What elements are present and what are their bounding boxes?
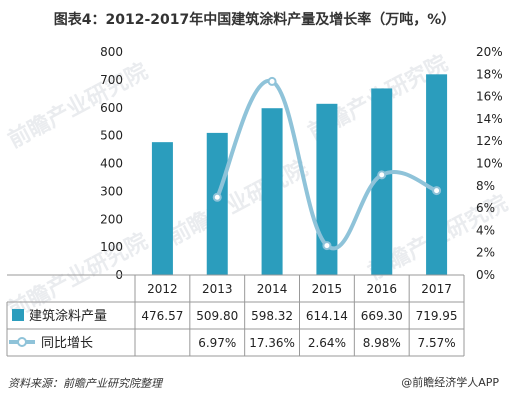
bar-value-label: 476.57 [141,309,183,323]
growth-value-label: 8.98% [363,336,401,350]
chart-title: 图表4：2012-2017年中国建筑涂料产量及增长率（万吨，%） [53,12,456,28]
bar-2012 [151,142,173,275]
y-right-tick-label: 4% [476,223,495,237]
legend-line-label: 同比增长 [41,336,93,351]
y-right-tick-label: 12% [476,134,503,148]
legend-bar-label: 建筑涂料产量 [29,308,107,324]
growth-point-2013 [212,192,222,202]
y-right-tick-label: 0% [476,268,495,282]
y-left-tick-label: 700 [100,73,123,87]
growth-value-label: 2.64% [308,336,346,350]
growth-point-2014 [267,76,277,86]
x-tick-label: 2016 [366,282,397,296]
y-right-tick-label: 20% [476,45,503,59]
y-left-tick-label: 200 [100,212,123,226]
bar-2015 [316,103,338,275]
growth-point-2017 [432,186,442,196]
credit-note: @前瞻经济学人APP [401,376,499,389]
y-right-tick-label: 6% [476,201,495,215]
x-tick-label: 2017 [421,282,452,296]
y-right-tick-label: 14% [476,112,503,126]
y-left-tick-label: 400 [100,157,123,171]
growth-point-2015 [322,241,332,251]
x-tick-label: 2013 [202,282,233,296]
x-tick-label: 2015 [312,282,343,296]
y-left-tick-label: 800 [100,45,123,59]
y-right-tick-label: 18% [476,67,503,81]
bar-value-label: 669.30 [361,309,403,323]
bar-value-label: 598.32 [251,309,293,323]
bar-value-label: 509.80 [196,309,238,323]
y-right-tick-label: 16% [476,90,503,104]
bar-value-label: 614.14 [306,309,348,323]
x-tick-label: 2014 [257,282,288,296]
source-note: 资料来源：前瞻产业研究院整理 [8,377,162,390]
bar-value-label: 719.95 [416,309,458,323]
bar-2016 [371,88,393,276]
bar-2014 [261,108,283,276]
growth-line [215,79,438,251]
y-left-tick-label: 500 [100,129,123,143]
growth-point-2016 [377,170,387,180]
growth-value-label: 17.36% [249,336,295,350]
y-left-tick-label: 600 [100,101,123,115]
legend-line-marker [17,337,27,347]
growth-value-label: 7.57% [418,336,456,350]
growth-value-label: 6.97% [198,336,236,350]
y-right-tick-label: 8% [476,179,495,193]
x-tick-label: 2012 [147,282,178,296]
y-left-tick-label: 300 [100,184,123,198]
bar-2017 [426,74,448,275]
y-right-tick-label: 10% [476,157,503,171]
legend-bar-swatch [12,309,24,321]
bar-2013 [206,132,228,275]
y-right-tick-label: 2% [476,246,495,260]
y-left-tick-label: 100 [100,240,123,254]
